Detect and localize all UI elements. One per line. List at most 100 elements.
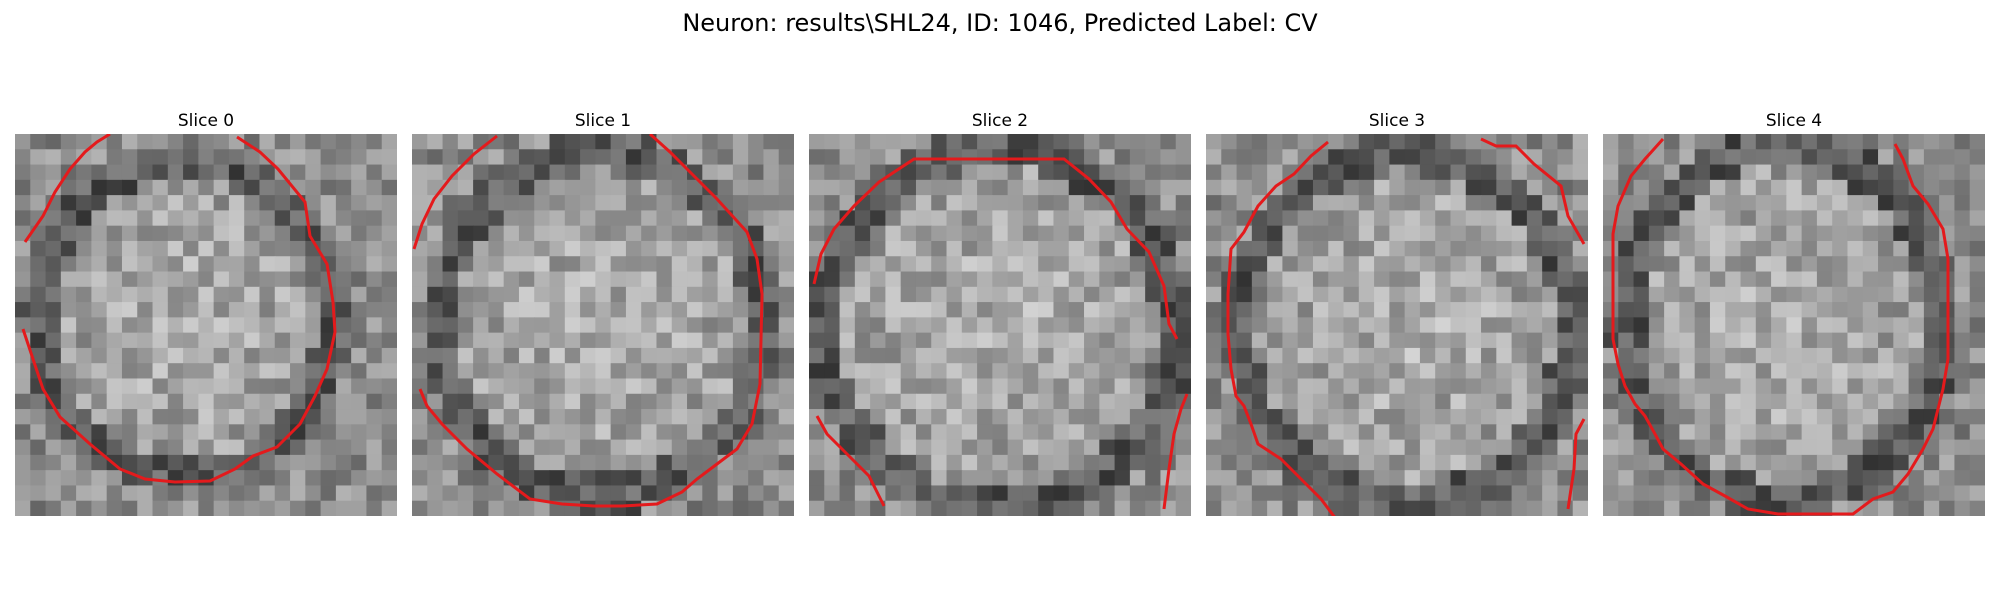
pixel-tile	[351, 210, 368, 227]
pixel-tile	[1709, 225, 1726, 242]
pixel-tile	[839, 302, 856, 318]
pixel-tile	[1297, 500, 1314, 516]
pixel-tile	[1771, 454, 1787, 471]
pixel-tile	[1648, 454, 1665, 471]
pixel-tile	[1542, 164, 1559, 181]
pixel-tile	[351, 164, 368, 181]
pixel-tile	[351, 393, 368, 410]
pixel-tile	[183, 424, 199, 441]
pixel-tile	[488, 302, 505, 318]
pixel-tile	[549, 179, 566, 196]
pixel-tile	[167, 332, 184, 349]
pixel-tile	[427, 500, 444, 516]
pixel-tile	[1389, 210, 1406, 227]
pixel-tile	[1954, 485, 1971, 502]
pixel-tile	[1312, 439, 1329, 456]
pixel-tile	[1297, 393, 1314, 410]
pixel-tile	[167, 393, 184, 410]
pixel-tile	[732, 271, 749, 288]
pixel-tile	[854, 210, 871, 227]
pixel-tile	[1297, 179, 1314, 196]
pixel-tile	[1725, 470, 1742, 487]
pixel-tile	[503, 424, 520, 441]
pixel-tile	[900, 195, 917, 211]
pixel-tile	[488, 179, 505, 196]
pixel-tile	[244, 470, 261, 487]
pixel-tile	[992, 225, 1009, 242]
pixel-tile	[76, 409, 92, 425]
pixel-tile	[946, 409, 963, 425]
pixel-tile	[1419, 195, 1436, 211]
pixel-tile	[1358, 240, 1375, 257]
pixel-tile	[442, 500, 459, 516]
pixel-tile	[1694, 500, 1711, 516]
pixel-tile	[1267, 317, 1283, 334]
pixel-tile	[549, 302, 566, 318]
pixel-tile	[1709, 240, 1726, 257]
pixel-tile	[1969, 225, 1985, 242]
pixel-tile	[564, 134, 581, 150]
pixel-tile	[335, 347, 352, 364]
pixel-tile	[1343, 409, 1360, 425]
pixel-tile	[473, 271, 489, 288]
pixel-tile	[1053, 378, 1070, 395]
pixel-tile	[1404, 149, 1421, 166]
pixel-tile	[1893, 409, 1910, 425]
pixel-tile	[366, 210, 383, 227]
pixel-tile	[1007, 470, 1024, 487]
pixel-tile	[1389, 470, 1406, 487]
pixel-tile	[1648, 286, 1665, 303]
pixel-tile	[1267, 393, 1283, 410]
pixel-tile	[1878, 332, 1894, 349]
pixel-tile	[1068, 210, 1085, 227]
pixel-tile	[534, 179, 551, 196]
pixel-tile	[702, 134, 719, 150]
pixel-tile	[900, 347, 917, 364]
pixel-tile	[167, 317, 184, 334]
pixel-tile	[549, 470, 566, 487]
pixel-tile	[30, 470, 47, 487]
pixel-tile	[1496, 256, 1513, 273]
pixel-tile	[1099, 424, 1116, 441]
pixel-tile	[1954, 363, 1971, 380]
pixel-tile	[885, 393, 902, 410]
pixel-tile	[1343, 347, 1360, 364]
pixel-tile	[1618, 256, 1635, 273]
pixel-tile	[91, 317, 108, 334]
pixel-tile	[183, 500, 199, 516]
pixel-tile	[60, 240, 77, 257]
pixel-tile	[106, 347, 123, 364]
pixel-tile	[106, 302, 123, 318]
slice-panel-4: Slice 4	[1603, 110, 1985, 516]
pixel-tile	[1053, 409, 1070, 425]
pixel-tile	[1542, 225, 1559, 242]
pixel-tile	[1068, 271, 1085, 288]
pixel-tile	[274, 409, 291, 425]
pixel-tile	[1496, 332, 1513, 349]
pixel-tile	[381, 454, 397, 471]
pixel-tile	[1786, 424, 1803, 441]
pixel-tile	[1923, 302, 1940, 318]
pixel-tile	[1007, 302, 1024, 318]
pixel-tile	[1786, 363, 1803, 380]
pixel-tile	[290, 149, 306, 166]
pixel-tile	[274, 195, 291, 211]
pixel-tile	[503, 378, 520, 395]
pixel-tile	[305, 134, 322, 150]
pixel-tile	[1053, 317, 1070, 334]
pixel-tile	[1633, 271, 1650, 288]
pixel-tile	[1251, 286, 1268, 303]
pixel-tile	[580, 286, 596, 303]
pixel-tile	[1129, 317, 1146, 334]
pixel-tile	[1954, 286, 1971, 303]
pixel-tile	[961, 439, 978, 456]
pixel-tile	[1297, 363, 1314, 380]
pixel-tile	[121, 210, 138, 227]
pixel-tile	[900, 210, 917, 227]
pixel-tile	[183, 240, 199, 257]
pixel-tile	[1404, 409, 1421, 425]
pixel-tile	[1709, 149, 1726, 166]
pixel-tile	[1832, 424, 1849, 441]
pixel-tile	[1694, 149, 1711, 166]
pixel-tile	[1740, 393, 1757, 410]
